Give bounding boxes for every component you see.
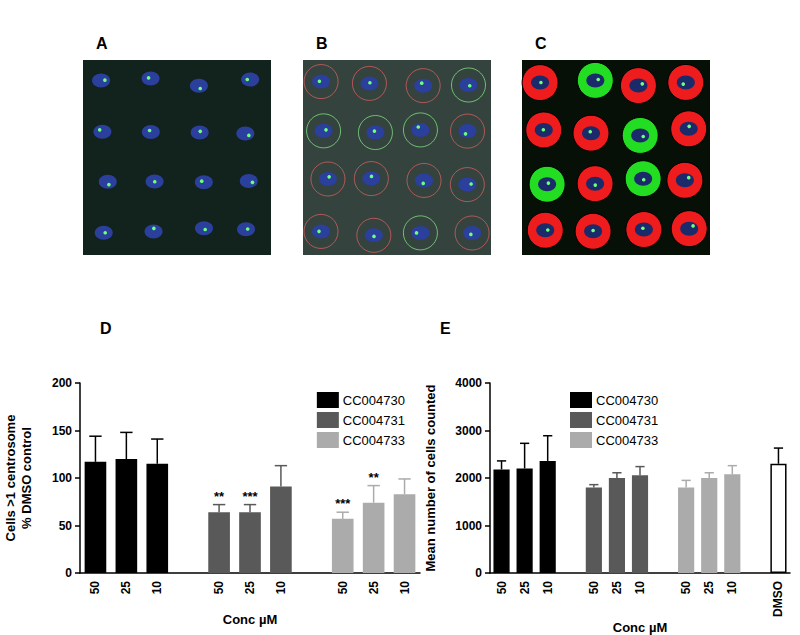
svg-text:50: 50	[495, 581, 509, 595]
svg-text:DMSO: DMSO	[771, 581, 785, 617]
svg-text:10: 10	[398, 581, 412, 595]
svg-text:200: 200	[52, 376, 72, 390]
svg-text:E: E	[440, 320, 451, 337]
svg-text:50: 50	[336, 581, 350, 595]
svg-text:***: ***	[242, 489, 258, 504]
svg-text:10: 10	[541, 581, 555, 595]
svg-text:CC004733: CC004733	[343, 433, 405, 448]
svg-text:50: 50	[212, 581, 226, 595]
svg-text:1000: 1000	[455, 519, 482, 533]
svg-text:25: 25	[243, 581, 257, 595]
svg-text:Mean number of cells counted: Mean number of cells counted	[423, 384, 438, 571]
svg-text:C: C	[535, 35, 547, 52]
svg-text:100: 100	[52, 471, 72, 485]
svg-text:25: 25	[610, 581, 624, 595]
svg-text:50: 50	[88, 581, 102, 595]
svg-text:CC004730: CC004730	[343, 393, 405, 408]
svg-text:150: 150	[52, 424, 72, 438]
svg-text:0: 0	[475, 566, 482, 580]
svg-text:50: 50	[679, 581, 693, 595]
svg-text:4000: 4000	[455, 376, 482, 390]
svg-text:25: 25	[702, 581, 716, 595]
svg-text:10: 10	[274, 581, 288, 595]
svg-text:25: 25	[518, 581, 532, 595]
svg-text:50: 50	[587, 581, 601, 595]
svg-text:25: 25	[367, 581, 381, 595]
svg-text:CC004731: CC004731	[596, 413, 658, 428]
svg-text:Conc µM: Conc µM	[223, 612, 277, 627]
svg-text:10: 10	[633, 581, 647, 595]
svg-text:D: D	[100, 320, 112, 337]
svg-text:CC004730: CC004730	[596, 393, 658, 408]
svg-text:Cells >1 centrosome: Cells >1 centrosome	[3, 415, 18, 542]
svg-text:25: 25	[119, 581, 133, 595]
svg-text:***: ***	[335, 496, 351, 511]
svg-text:**: **	[214, 489, 225, 504]
svg-text:10: 10	[150, 581, 164, 595]
svg-text:0: 0	[65, 566, 72, 580]
svg-text:3000: 3000	[455, 424, 482, 438]
svg-text:CC004733: CC004733	[596, 433, 658, 448]
svg-text:A: A	[96, 35, 108, 52]
svg-text:% DMSO control: % DMSO control	[19, 427, 34, 529]
svg-text:10: 10	[725, 581, 739, 595]
svg-text:CC004731: CC004731	[343, 413, 405, 428]
svg-text:B: B	[316, 35, 328, 52]
svg-text:**: **	[369, 470, 380, 485]
svg-text:2000: 2000	[455, 471, 482, 485]
svg-text:Conc µM: Conc µM	[613, 620, 667, 635]
svg-text:50: 50	[59, 519, 73, 533]
